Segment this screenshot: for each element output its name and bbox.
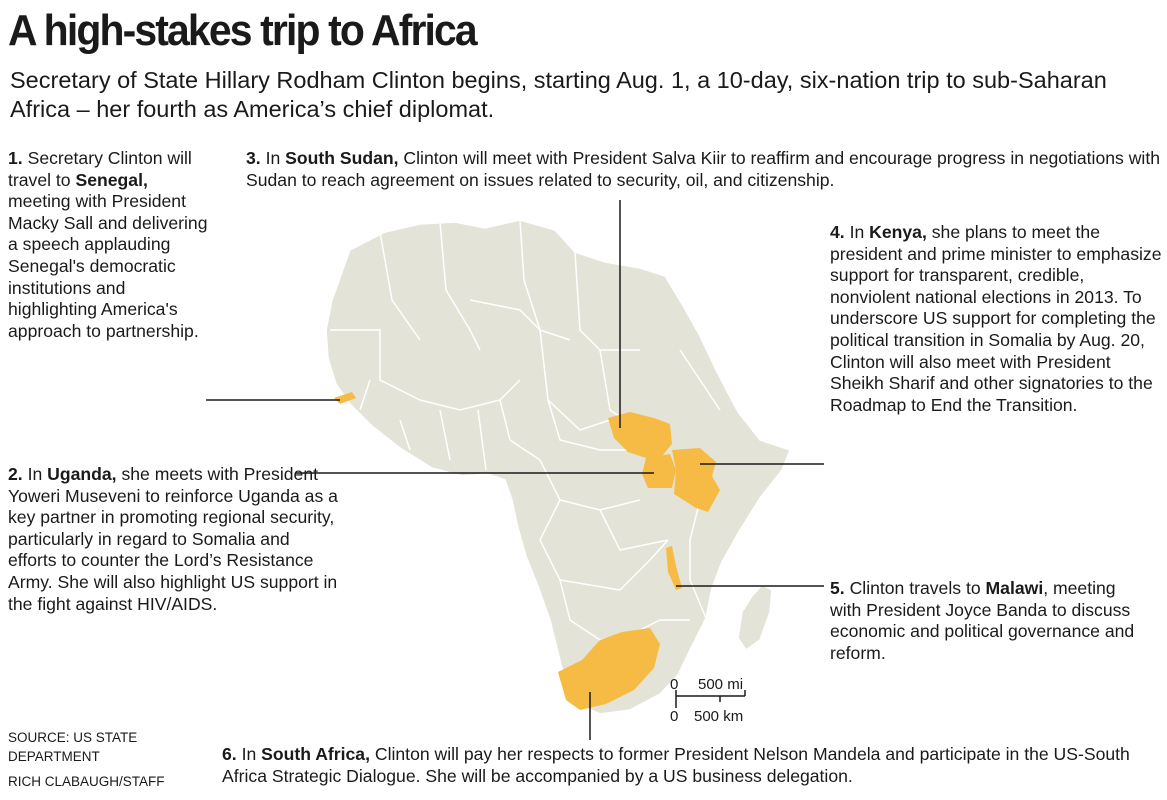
- page-title: A high-stakes trip to Africa: [8, 6, 478, 55]
- callout-number: 4.: [830, 222, 845, 242]
- callout-number: 5.: [830, 578, 845, 598]
- callout-south-africa: 6. In South Africa, Clinton will pay her…: [222, 744, 1162, 787]
- callout-place: South Africa,: [261, 744, 370, 764]
- scale-mi-label: 500 mi: [698, 676, 743, 693]
- callout-lead: Clinton travels to: [849, 578, 981, 598]
- callout-text: Clinton will meet with President Salva K…: [246, 148, 1161, 190]
- callout-lead: In: [241, 744, 257, 764]
- callout-malawi: 5. Clinton travels to Malawi, meeting wi…: [830, 578, 1150, 664]
- scale-km-label: 500 km: [694, 708, 743, 725]
- callout-text: she plans to meet the president and prim…: [830, 222, 1162, 415]
- callout-uganda: 2. In Uganda, she meets with President Y…: [8, 464, 338, 615]
- callout-lines: [206, 200, 824, 740]
- callout-place: Senegal,: [75, 169, 148, 190]
- senegal-shape: [334, 392, 356, 404]
- staff-credit: RICH CLABAUGH/STAFF: [8, 774, 165, 789]
- scale-bar: [675, 690, 746, 708]
- callout-text: Clinton will pay her respects to former …: [222, 744, 1130, 786]
- callout-text: she meets with President Yoweri Museveni…: [8, 464, 338, 614]
- scale-km-zero: 0: [670, 708, 678, 725]
- south-sudan-shape: [608, 412, 672, 458]
- africa-landmass: [325, 219, 791, 715]
- callout-place: South Sudan,: [285, 148, 399, 168]
- callout-number: 1.: [8, 148, 23, 168]
- callout-place: Uganda,: [47, 464, 117, 484]
- callout-place: Malawi: [985, 578, 1044, 598]
- callout-lead: In: [849, 222, 865, 242]
- callout-lead: Secretary Clinton will travel to: [8, 148, 192, 190]
- callout-senegal: 1. Secretary Clinton will travel to Sene…: [8, 148, 208, 342]
- callout-lead: In: [265, 148, 281, 168]
- callout-lead: In: [27, 464, 43, 484]
- source-note: SOURCE: US State Department: [8, 730, 138, 764]
- callout-text: , meeting with President Joyce Banda to …: [830, 578, 1135, 663]
- callout-text: meeting with President Macky Sall and de…: [8, 191, 208, 341]
- malawi-shape: [666, 546, 682, 590]
- madagascar: [737, 584, 773, 652]
- callout-place: Kenya,: [869, 222, 927, 242]
- subtitle-deck: Secretary of State Hillary Rodham Clinto…: [10, 67, 1107, 122]
- callout-number: 2.: [8, 464, 23, 484]
- callout-number: 6.: [222, 744, 237, 764]
- callout-number: 3.: [246, 148, 261, 168]
- south-africa-shape: [558, 628, 660, 710]
- scale-mi-zero: 0: [670, 676, 678, 693]
- callout-kenya: 4. In Kenya, she plans to meet the presi…: [830, 222, 1166, 416]
- uganda-shape: [642, 454, 676, 488]
- callout-south-sudan: 3. In South Sudan, Clinton will meet wit…: [246, 148, 1166, 191]
